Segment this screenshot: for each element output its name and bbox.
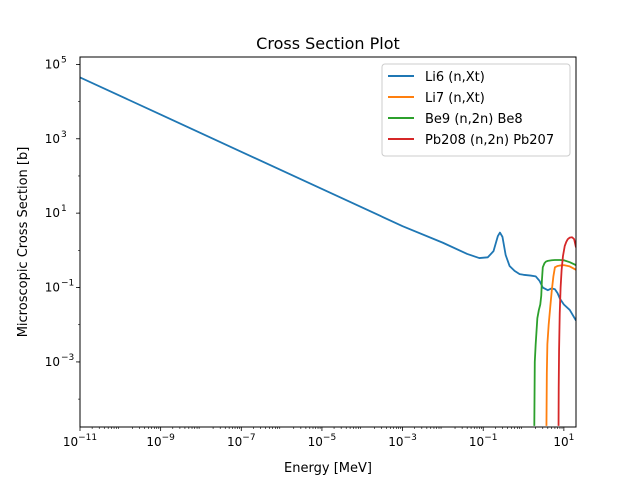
x-tick-label: 10−7 — [227, 433, 256, 449]
y-tick-label: 101 — [45, 204, 67, 220]
series-layer — [80, 76, 576, 426]
y-tick-label: 10−1 — [45, 279, 75, 295]
series-line-2 — [533, 259, 576, 426]
y-axis-label: Microscopic Cross Section [b] — [16, 147, 31, 338]
legend-label-2: Be9 (n,2n) Be8 — [425, 112, 523, 127]
x-axis-ticks: 10−11 10−9 10−7 10−5 10−3 10−1 101 — [63, 427, 574, 449]
legend-label-3: Pb208 (n,2n) Pb207 — [425, 133, 554, 148]
y-tick-label: 105 — [45, 55, 67, 71]
series-line-3 — [557, 236, 576, 426]
plot-frame — [79, 56, 577, 428]
x-tick-label: 101 — [553, 433, 574, 449]
legend-label-1: Li7 (n,Xt) — [425, 91, 485, 106]
legend-label-0: Li6 (n,Xt) — [425, 70, 485, 85]
legend-box — [381, 63, 571, 157]
x-tick-label: 10−3 — [388, 433, 417, 449]
y-axis-ticks: 10−3 10−1 101 103 105 — [45, 55, 80, 400]
series-line-0 — [80, 76, 576, 321]
y-tick-label: 10−3 — [45, 353, 75, 369]
series-line-1 — [545, 264, 576, 426]
x-tick-label: 10−5 — [308, 433, 337, 449]
chart-title: Cross Section Plot — [256, 34, 400, 53]
y-tick-label: 103 — [45, 130, 67, 146]
x-axis-label: Energy [MeV] — [284, 461, 372, 476]
x-tick-label: 10−11 — [63, 433, 97, 449]
x-tick-label: 10−1 — [469, 433, 498, 449]
x-tick-label: 10−9 — [146, 433, 175, 449]
legend: Li6 (n,Xt) Li7 (n,Xt) Be9 (n,2n) Be8 Pb208 … — [381, 63, 571, 157]
